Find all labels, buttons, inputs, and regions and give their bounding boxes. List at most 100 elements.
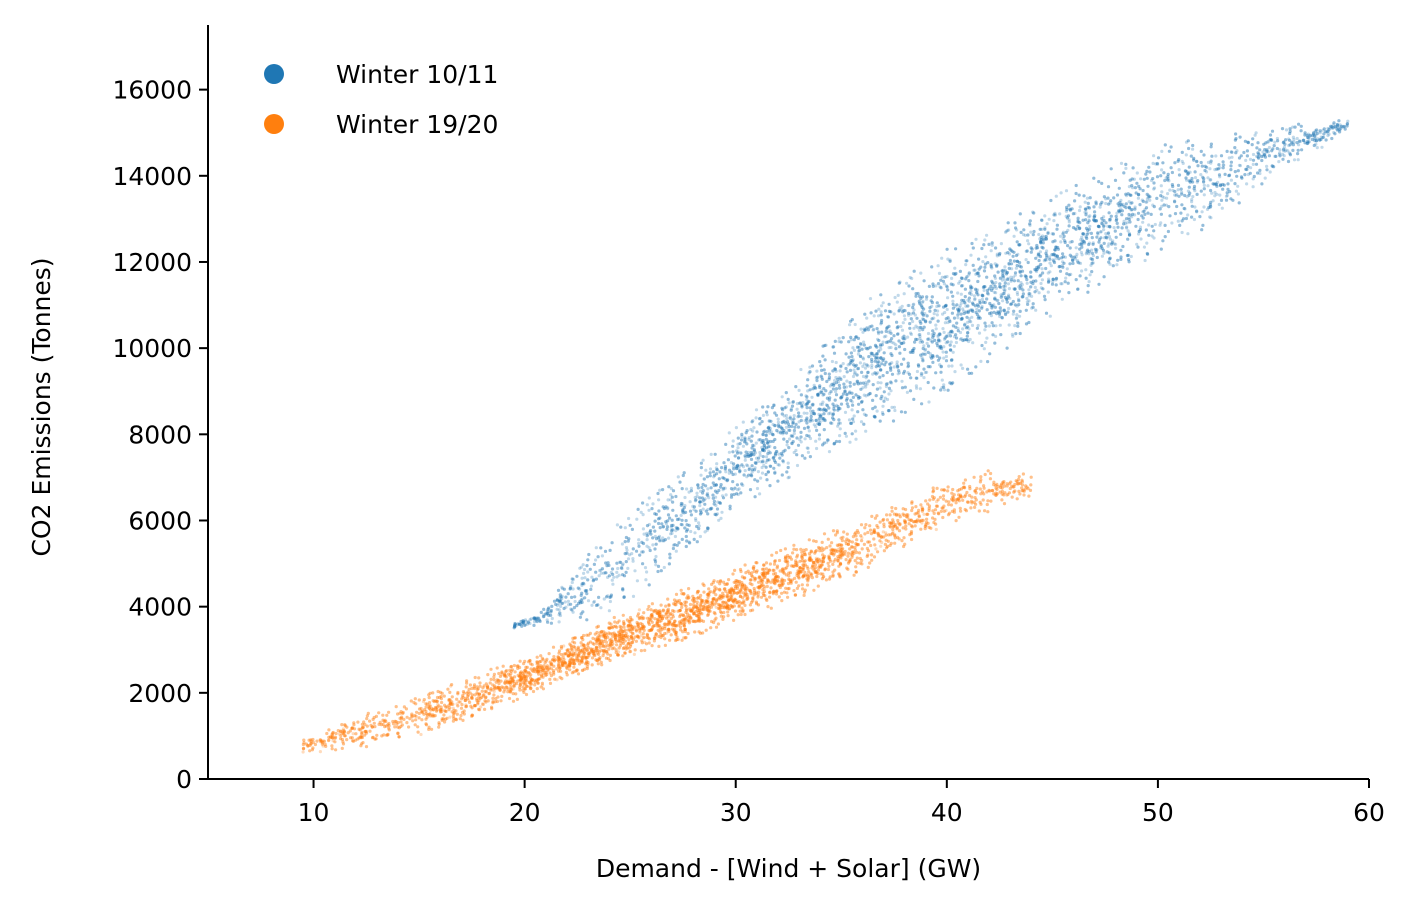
data-point	[715, 462, 719, 466]
data-point	[914, 324, 918, 328]
data-point	[753, 466, 757, 470]
data-point	[761, 405, 765, 409]
data-point	[814, 418, 818, 423]
data-point	[859, 400, 864, 404]
data-point	[1102, 224, 1106, 228]
data-point	[1115, 193, 1120, 197]
data-point	[619, 566, 624, 570]
data-point	[753, 478, 757, 482]
data-point	[870, 351, 874, 356]
data-point	[918, 387, 923, 391]
data-point	[907, 303, 911, 308]
data-point	[772, 466, 776, 470]
data-point	[1066, 281, 1070, 285]
data-point	[874, 309, 878, 313]
data-point	[969, 253, 973, 257]
data-point	[809, 417, 813, 422]
data-point	[731, 444, 735, 448]
data-point	[1263, 153, 1267, 157]
data-point	[1076, 216, 1080, 220]
data-point	[562, 606, 566, 611]
data-point	[1314, 133, 1318, 137]
data-point	[881, 301, 885, 305]
data-point	[920, 300, 925, 304]
data-point	[936, 264, 940, 268]
data-point	[1200, 210, 1204, 214]
data-point	[922, 376, 926, 380]
data-point	[967, 273, 971, 277]
data-point	[1227, 173, 1231, 178]
data-point	[1073, 199, 1077, 203]
data-point	[1220, 206, 1224, 210]
data-point	[1329, 124, 1333, 128]
data-point	[607, 563, 611, 568]
data-point	[1089, 257, 1093, 261]
data-point	[1265, 164, 1269, 168]
data-point	[839, 340, 843, 344]
data-point	[684, 534, 688, 539]
data-point	[990, 321, 994, 325]
data-point	[539, 610, 543, 615]
data-point	[1147, 233, 1151, 237]
data-point	[709, 507, 713, 511]
data-point	[599, 546, 603, 550]
data-point	[1038, 239, 1043, 243]
data-point	[608, 595, 612, 600]
data-point	[1155, 161, 1159, 166]
data-point	[1035, 288, 1039, 292]
data-point	[1058, 269, 1063, 273]
data-point	[550, 616, 554, 621]
data-point	[1031, 305, 1035, 310]
data-point	[1148, 198, 1152, 202]
data-point	[654, 542, 658, 546]
data-point	[1258, 153, 1262, 157]
data-point	[1047, 217, 1051, 221]
data-point	[762, 463, 766, 467]
data-point	[611, 582, 615, 586]
data-point	[959, 292, 963, 296]
data-point	[1231, 198, 1235, 202]
data-point	[701, 458, 705, 462]
data-point	[777, 425, 781, 429]
data-point	[1031, 279, 1035, 283]
data-point	[1163, 143, 1167, 147]
data-point	[673, 534, 678, 539]
data-point	[852, 338, 856, 342]
data-point	[909, 332, 914, 336]
data-point	[668, 552, 672, 556]
data-point	[1221, 166, 1225, 170]
data-point	[842, 382, 846, 386]
data-point	[863, 312, 867, 316]
data-point	[1039, 262, 1043, 267]
data-point	[1028, 219, 1032, 223]
data-point	[851, 417, 855, 421]
data-point	[926, 344, 931, 348]
data-point	[837, 336, 841, 340]
data-point	[931, 336, 935, 340]
data-point	[1044, 234, 1048, 239]
data-point	[802, 426, 807, 430]
data-point	[808, 370, 812, 374]
data-point	[1061, 252, 1065, 256]
data-point	[1070, 240, 1074, 244]
data-point	[1078, 205, 1082, 209]
data-point	[1176, 183, 1181, 187]
data-point	[679, 513, 683, 518]
data-point	[861, 408, 865, 412]
data-point	[1020, 286, 1024, 290]
data-point	[1109, 167, 1113, 171]
data-point	[619, 525, 623, 529]
data-point	[956, 316, 960, 320]
data-point	[617, 573, 621, 577]
data-point	[1068, 246, 1072, 250]
data-point	[836, 380, 841, 384]
data-point	[1229, 150, 1233, 154]
data-point	[1199, 149, 1203, 153]
data-point	[848, 384, 852, 388]
data-point	[788, 415, 792, 419]
data-point	[1292, 140, 1296, 144]
data-point	[1041, 241, 1045, 245]
data-point	[815, 369, 819, 373]
data-point	[612, 575, 616, 579]
data-point	[1051, 253, 1056, 257]
